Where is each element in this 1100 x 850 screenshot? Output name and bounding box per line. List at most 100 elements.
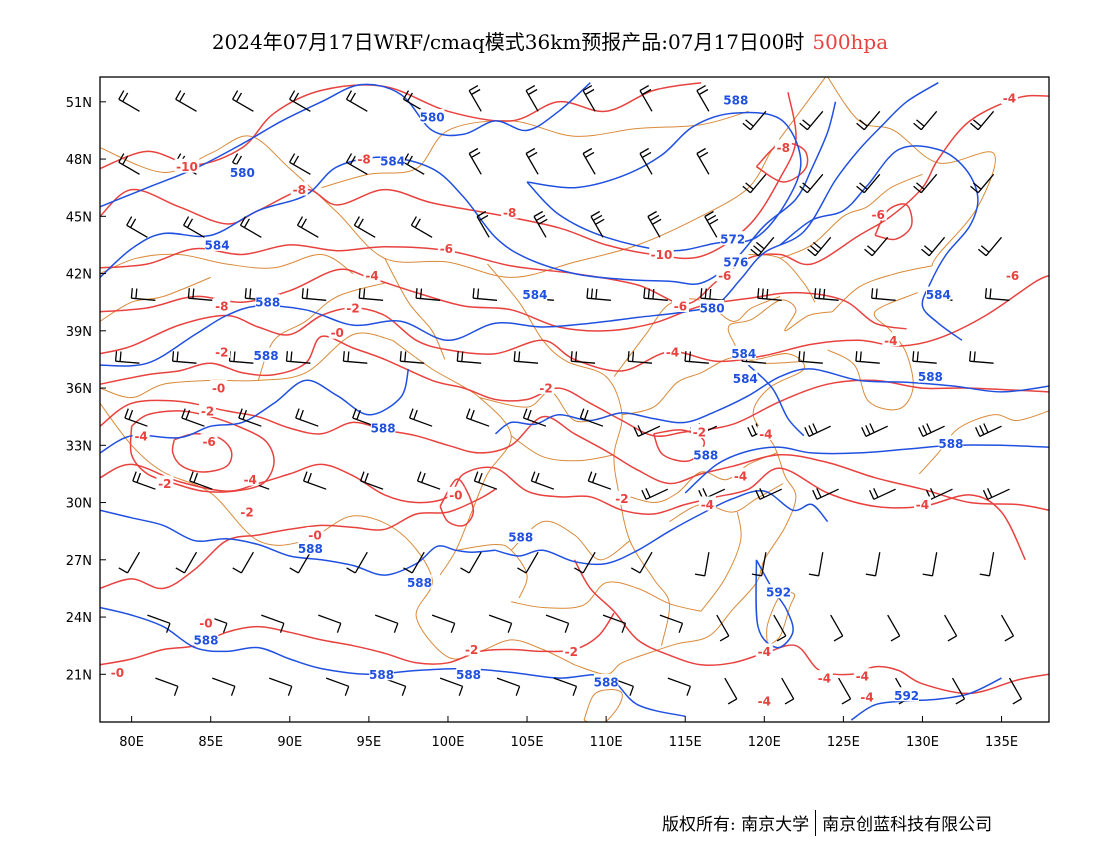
temperature-contour-label-bg	[447, 486, 465, 501]
boundary-line	[669, 483, 784, 523]
wind-barb	[289, 153, 311, 175]
wind-barb	[643, 288, 668, 301]
temperature-contour-label-bg	[174, 158, 200, 173]
height-contour-label-bg	[230, 164, 255, 179]
temperature-contour-label-bg	[869, 206, 887, 221]
wind-barb	[517, 551, 539, 574]
wind-barb	[408, 408, 433, 427]
height-contour-label-bg	[369, 666, 394, 681]
temperature-contour-labels: -4-8-8-10-8-8 -6-6 -10-6 -6-4-8 -6-2-0-4-4-2…	[108, 89, 1022, 709]
temperature-contour-label: -4	[758, 695, 771, 709]
temperature-contour-label-bg	[210, 380, 228, 395]
wind-barb	[232, 551, 254, 574]
temperature-contour-label-bg	[213, 297, 231, 312]
wind-barb	[814, 288, 839, 301]
wind-barb	[694, 552, 710, 577]
boundary-line	[510, 435, 615, 462]
wind-barb	[399, 351, 425, 364]
height-contour-label: 584	[733, 372, 758, 386]
temperature-contour-label: -2	[565, 645, 578, 659]
height-contour-label-bg	[380, 152, 405, 167]
wind-barb	[358, 288, 384, 301]
temperature-contour-label: -8	[777, 141, 790, 155]
height-contour-label: 584	[522, 288, 547, 302]
temperature-contour-label: -2	[539, 382, 552, 396]
pressure-level-label: 500hpa	[812, 30, 889, 54]
height-contour-label-bg	[204, 236, 230, 251]
wind-barb	[1008, 677, 1023, 705]
temperature-contour-label: -4	[244, 473, 257, 487]
temperature-contour-label-bg	[732, 467, 750, 482]
wind-barb	[295, 408, 319, 427]
temperature-contour-label: -8	[357, 153, 370, 167]
wind-barb	[431, 614, 456, 633]
wind-barb	[465, 408, 490, 427]
temperature-contour-label: -8	[215, 299, 228, 313]
height-contour-label: 588	[193, 633, 218, 647]
temperature-contour-label: -4	[365, 269, 378, 283]
wind-barb	[716, 614, 730, 642]
temperature-contour	[100, 92, 797, 260]
wind-barb	[587, 471, 612, 490]
temperature-contour-label-bg	[199, 402, 217, 417]
temperature-contour-label-bg	[1004, 267, 1022, 282]
wind-barb	[639, 85, 653, 112]
temperature-contour-label: -0	[212, 382, 225, 396]
wind-barb	[439, 677, 464, 696]
wind-barb	[579, 408, 604, 427]
wind-barb	[773, 614, 787, 642]
height-contour-label-bg	[723, 91, 749, 106]
wind-barb	[374, 614, 399, 633]
height-contour-labels: 580 588 584 580 584 572 576 584 580 584 588 588 584 5…	[193, 91, 963, 703]
height-contour-label: 588	[456, 668, 481, 682]
x-tick-label: 125E	[827, 735, 860, 750]
wind-barb	[114, 351, 140, 364]
wind-barb	[296, 216, 319, 238]
latitude-axis: 51N 48N 45N 42N 39N 36N 33N 30N 27N 24N 21N	[66, 96, 106, 683]
height-contour-label-bg	[894, 687, 919, 702]
wind-barb	[970, 110, 995, 131]
temperature-contour-label: -2	[201, 404, 214, 418]
height-contour-label-bg	[720, 231, 745, 246]
x-tick-label: 130E	[906, 735, 939, 750]
height-contour	[747, 364, 805, 437]
height-contour	[100, 368, 410, 454]
wind-barb	[238, 408, 262, 427]
wind-barb	[553, 677, 578, 696]
height-contour-label-bg	[370, 420, 396, 435]
temperature-contour-label-bg	[649, 246, 674, 261]
wind-barb	[633, 425, 661, 437]
temperature-contour-label: -6	[1006, 269, 1019, 283]
temperature-contour-label-bg	[363, 267, 381, 282]
wind-barb	[913, 173, 938, 194]
boundary-line	[384, 258, 446, 360]
temperature-contour	[100, 268, 907, 332]
copyright-text: 版权所有: 南京大学	[662, 815, 810, 835]
temperature-contour-label-bg	[562, 643, 580, 658]
wind-barb	[530, 471, 555, 490]
wind-barb	[757, 288, 782, 301]
y-tick-label: 24N	[66, 611, 92, 626]
wind-barb	[410, 216, 433, 238]
height-contour-label-bg	[723, 254, 749, 269]
wind-barb	[922, 552, 938, 577]
height-contour	[100, 606, 686, 718]
height-contour-label: 588	[369, 668, 394, 682]
temperature-contour-label-bg	[197, 614, 215, 629]
wind-barb	[570, 351, 596, 364]
wind-barb	[781, 677, 795, 705]
boundary-line	[918, 410, 1049, 475]
wind-barb	[318, 614, 342, 633]
wind-barb	[232, 90, 254, 112]
wind-barb	[812, 488, 839, 500]
y-tick-label: 45N	[66, 210, 92, 225]
temperature-contour-label-bg	[671, 297, 689, 312]
wind-barb	[742, 110, 767, 131]
wind-barb	[751, 552, 767, 577]
height-contour-label-bg	[255, 294, 280, 309]
temperature-contour-label: -4	[734, 469, 747, 483]
wind-barb	[403, 551, 425, 574]
temperature-contour-label-bg	[755, 693, 773, 708]
wind-barb	[912, 351, 937, 364]
